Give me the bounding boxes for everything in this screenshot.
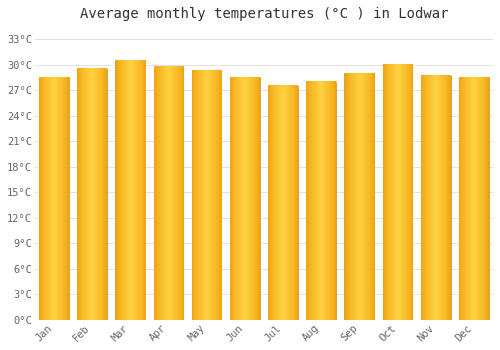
Bar (344, 73, 374, 320)
Bar (306, 82, 336, 320)
Bar (382, 65, 412, 320)
Bar (154, 66, 184, 320)
Title: Average monthly temperatures (°C ) in Lodwar: Average monthly temperatures (°C ) in Lo… (80, 7, 448, 21)
Bar (268, 86, 298, 320)
Bar (459, 77, 489, 320)
Bar (39, 77, 68, 320)
Bar (116, 60, 145, 320)
Bar (192, 71, 222, 320)
Bar (230, 77, 260, 320)
Bar (421, 76, 450, 320)
Bar (77, 69, 107, 320)
